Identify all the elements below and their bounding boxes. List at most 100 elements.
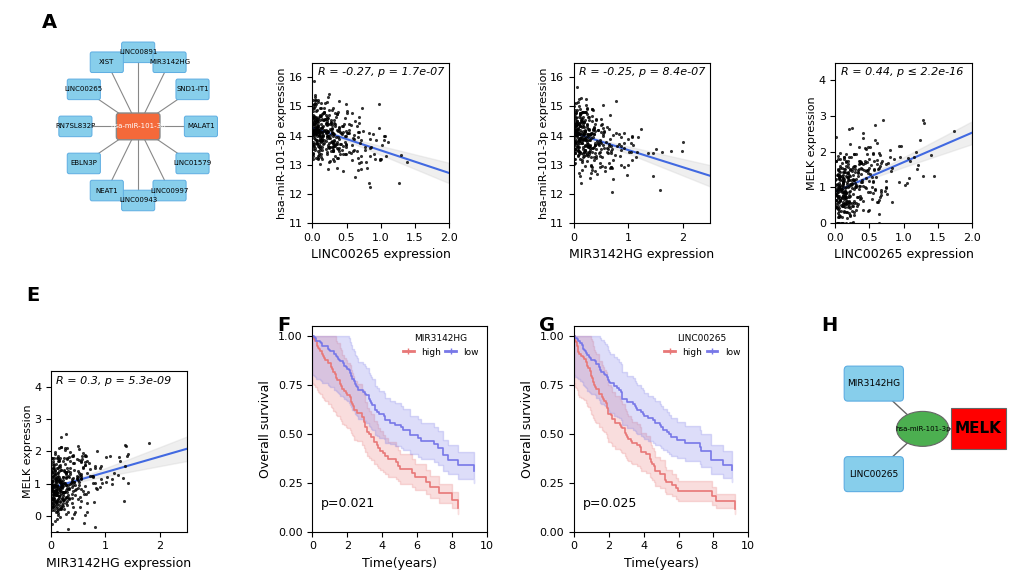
Point: [577, 161, 593, 171]
Y-axis label: hsa-miR-101-3p expression: hsa-miR-101-3p expression: [277, 67, 287, 218]
Point: [604, 155, 621, 165]
Point: [579, 121, 595, 130]
Point: [361, 152, 377, 161]
Point: [842, 179, 858, 188]
Point: [315, 109, 331, 118]
Point: [46, 489, 62, 498]
Point: [612, 132, 629, 142]
Point: [66, 477, 83, 486]
Point: [864, 177, 880, 187]
Point: [835, 194, 851, 203]
Point: [78, 468, 95, 477]
Point: [338, 128, 355, 137]
Point: [311, 134, 327, 143]
Point: [832, 148, 848, 157]
Point: [44, 502, 60, 512]
Point: [57, 459, 73, 468]
Point: [370, 99, 386, 109]
Point: [54, 494, 70, 503]
Point: [70, 466, 87, 476]
Point: [56, 453, 72, 462]
Point: [841, 204, 857, 213]
Point: [585, 125, 601, 135]
Point: [592, 144, 608, 154]
Point: [588, 169, 604, 178]
Point: [842, 171, 858, 180]
Point: [850, 184, 866, 194]
FancyBboxPatch shape: [176, 153, 209, 174]
Point: [864, 188, 880, 198]
Point: [49, 473, 65, 482]
Point: [55, 472, 71, 481]
Point: [829, 169, 846, 179]
Point: [830, 171, 847, 180]
Point: [873, 156, 890, 165]
Point: [333, 146, 350, 155]
Point: [566, 98, 582, 108]
Point: [311, 149, 327, 158]
Point: [305, 129, 321, 138]
Point: [58, 455, 74, 464]
Point: [45, 492, 61, 501]
Point: [53, 442, 69, 451]
Point: [329, 139, 345, 149]
Point: [52, 481, 68, 490]
Point: [333, 139, 350, 149]
Point: [841, 199, 857, 208]
Point: [832, 201, 848, 210]
Point: [577, 108, 593, 117]
Point: [877, 183, 894, 192]
Point: [845, 202, 861, 211]
FancyBboxPatch shape: [153, 52, 185, 72]
Point: [568, 108, 584, 117]
Point: [85, 479, 101, 488]
Point: [47, 450, 63, 459]
Point: [568, 99, 584, 108]
Point: [909, 161, 925, 170]
Point: [59, 492, 75, 501]
Point: [840, 181, 856, 191]
Point: [44, 479, 60, 488]
Point: [629, 132, 645, 142]
Point: [307, 92, 323, 102]
Point: [835, 174, 851, 183]
Point: [836, 168, 852, 177]
Point: [624, 131, 640, 140]
Point: [47, 447, 63, 457]
Point: [841, 210, 857, 220]
Point: [619, 171, 635, 180]
Point: [45, 471, 61, 480]
FancyBboxPatch shape: [176, 79, 209, 99]
Point: [592, 114, 608, 123]
Point: [834, 171, 850, 180]
Point: [854, 197, 870, 206]
Point: [59, 483, 75, 492]
Point: [316, 115, 332, 124]
Point: [585, 124, 601, 134]
Point: [69, 474, 86, 483]
Point: [581, 129, 597, 139]
Point: [326, 141, 342, 150]
Point: [566, 154, 582, 163]
Point: [56, 487, 72, 497]
Point: [345, 146, 362, 155]
Point: [45, 465, 61, 475]
Point: [65, 451, 82, 460]
Point: [836, 207, 852, 216]
Text: LINC00997: LINC00997: [150, 187, 189, 194]
Point: [621, 147, 637, 156]
Point: [863, 182, 879, 191]
Point: [838, 157, 854, 166]
Point: [583, 105, 599, 114]
Text: SND1-IT1: SND1-IT1: [176, 86, 209, 92]
Point: [837, 208, 853, 217]
Point: [313, 110, 329, 119]
Point: [334, 129, 351, 139]
Point: [833, 163, 849, 172]
Point: [305, 138, 321, 147]
Point: [313, 124, 329, 133]
Point: [52, 498, 68, 507]
Point: [832, 183, 848, 192]
Point: [321, 90, 337, 99]
Point: [308, 112, 324, 121]
